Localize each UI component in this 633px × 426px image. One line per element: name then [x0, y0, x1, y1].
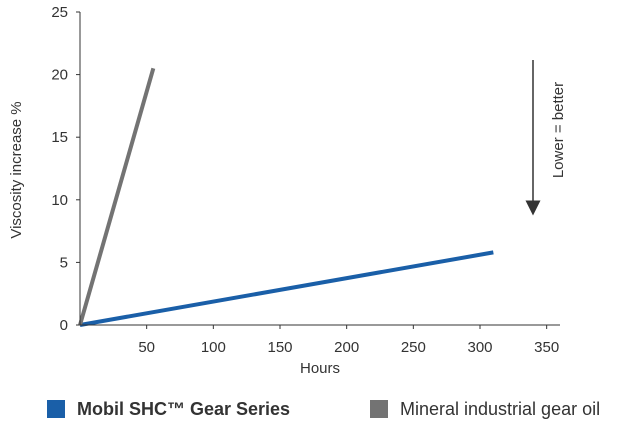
x-axis-title: Hours	[300, 360, 340, 377]
legend-item-mineral-oil: Mineral industrial gear oil	[370, 396, 600, 422]
y-tick-label: 10	[51, 192, 68, 209]
x-tick-label: 300	[467, 339, 492, 356]
x-tick-label: 200	[334, 339, 359, 356]
x-tick-label: 150	[267, 339, 292, 356]
legend-swatch-mobil-shc	[47, 400, 65, 418]
series-line-mineral-oil	[78, 67, 156, 326]
lower-better-annotation: Lower = better	[550, 82, 567, 178]
y-tick-label: 0	[60, 317, 68, 334]
legend-label-mobil-shc: Mobil SHC™ Gear Series	[77, 398, 291, 419]
series-line-mobil-shc	[79, 250, 494, 327]
x-tick-label: 350	[534, 339, 559, 356]
y-tick-label: 15	[51, 129, 68, 146]
y-tick-label: 5	[60, 254, 68, 271]
legend-label-mineral-oil: Mineral industrial gear oil	[400, 398, 601, 419]
x-tick-label: 250	[401, 339, 426, 356]
y-tick-label: 20	[51, 67, 68, 84]
x-tick-label: 100	[201, 339, 226, 356]
legend-item-mobil-shc: Mobil SHC™ Gear Series	[47, 396, 290, 422]
legend-swatch-mineral-oil	[370, 400, 388, 418]
y-axis-title: Viscosity increase %	[8, 101, 25, 238]
x-tick-label: 50	[138, 339, 155, 356]
y-tick-label: 25	[51, 4, 68, 21]
